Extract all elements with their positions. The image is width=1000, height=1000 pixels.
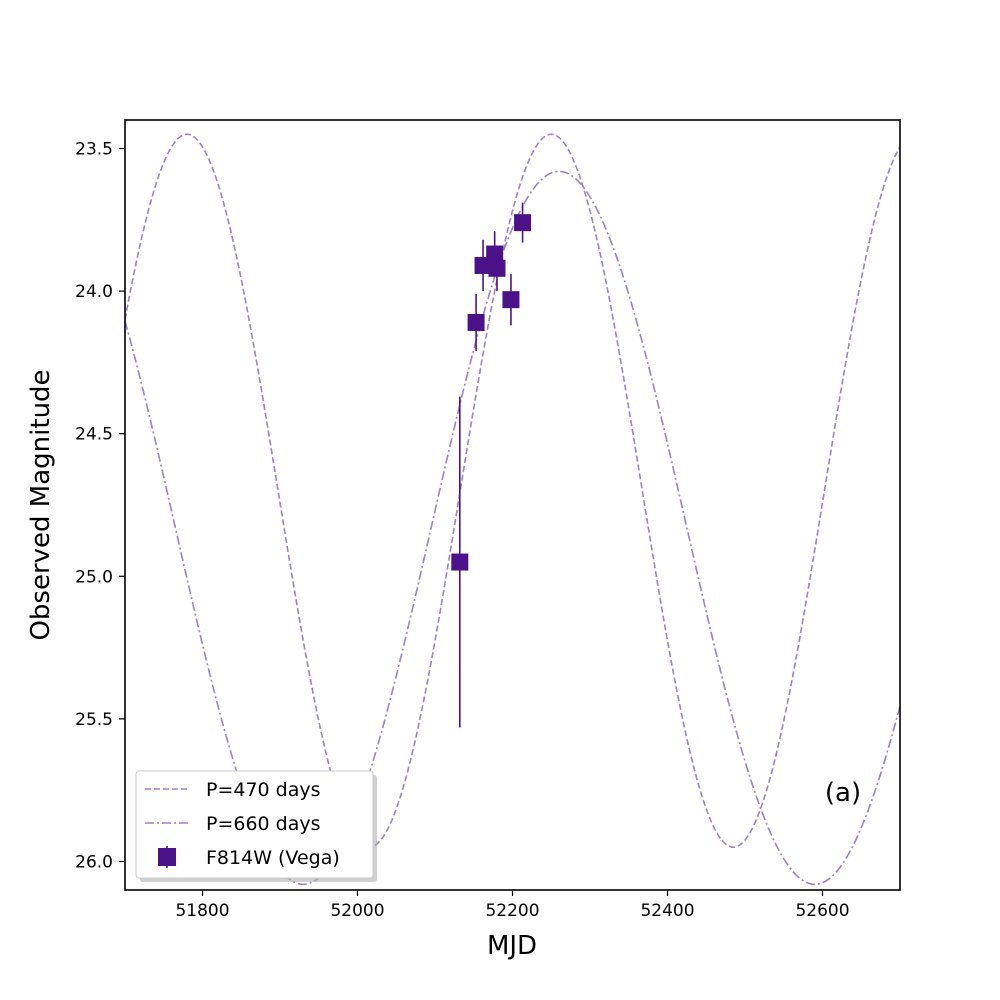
data-point	[486, 245, 504, 263]
x-axis: 51800 52000 52200 52400 52600	[175, 890, 850, 921]
y-tick-label: 23.5	[75, 140, 113, 160]
x-tick-label: 51800	[175, 901, 229, 921]
y-tick-label: 26.0	[75, 852, 113, 872]
data-point	[488, 259, 506, 277]
y-tick-label: 24.0	[75, 282, 113, 302]
y-axis: 23.5 24.0 24.5 25.0 25.5 26.0	[75, 140, 125, 872]
x-axis-label: MJD	[487, 931, 537, 961]
legend-label-p470: P=470 days	[206, 779, 321, 801]
x-tick-label: 52400	[640, 901, 694, 921]
legend-box	[135, 770, 374, 879]
x-tick-label: 52000	[330, 901, 384, 921]
legend: P=470 days P=660 days F814W (Vega)	[135, 770, 377, 882]
x-tick-label: 52600	[795, 901, 849, 921]
y-tick-label: 25.5	[75, 710, 113, 730]
data-point	[502, 291, 520, 309]
panel-annotation: (a)	[825, 778, 861, 808]
data-point	[467, 313, 485, 331]
data-point	[514, 214, 532, 232]
curve-p-470-days	[125, 133, 900, 848]
y-axis-label: Observed Magnitude	[26, 369, 56, 640]
data-points	[451, 202, 532, 728]
legend-label-data: F814W (Vega)	[206, 847, 340, 869]
y-tick-label: 25.0	[75, 567, 113, 587]
y-tick-label: 24.5	[75, 425, 113, 445]
data-point	[451, 553, 469, 571]
legend-label-p660: P=660 days	[206, 813, 321, 835]
x-tick-label: 52200	[485, 901, 539, 921]
legend-swatch-marker	[158, 848, 176, 866]
